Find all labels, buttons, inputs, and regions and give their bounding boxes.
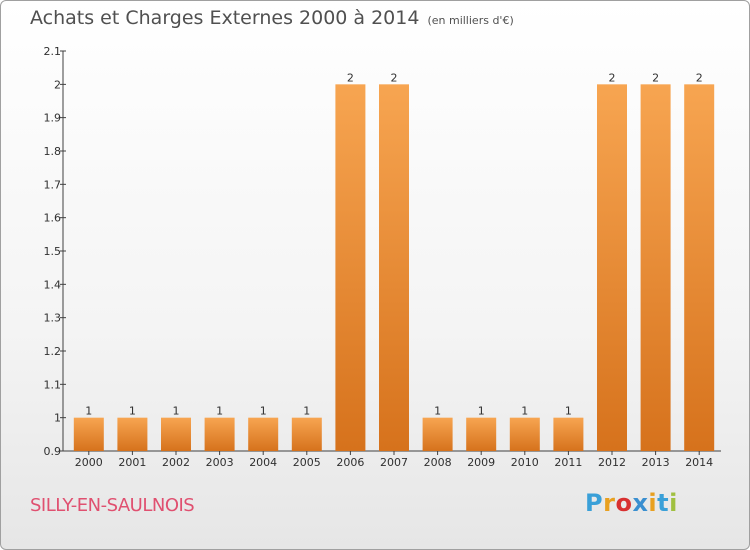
bar-2008 (422, 417, 453, 451)
unit-label: (en milliers d'€) (427, 14, 514, 27)
x-tick-label: 2012 (598, 456, 626, 469)
bar-2014 (684, 84, 715, 451)
x-tick-label: 2011 (554, 456, 582, 469)
data-label: 1 (216, 405, 223, 418)
x-tick-label: 2005 (293, 456, 321, 469)
data-label: 1 (565, 405, 572, 418)
data-label: 1 (521, 405, 528, 418)
y-tick-label: 1.8 (44, 145, 62, 158)
bar-2012 (597, 84, 627, 451)
proxiti-logo: Proxiti (585, 489, 678, 517)
title-text: Achats et Charges Externes 2000 à 2014 (30, 7, 420, 29)
bar-2006 (335, 84, 366, 451)
x-tick-label: 2007 (380, 456, 408, 469)
data-label: 2 (347, 71, 354, 84)
y-tick-label: 0.9 (44, 445, 62, 458)
bar-2009 (466, 417, 497, 451)
bar-2013 (640, 84, 671, 451)
x-tick-label: 2001 (118, 456, 146, 469)
data-label: 1 (434, 405, 441, 418)
x-tick-label: 2014 (685, 456, 713, 469)
data-label: 1 (260, 405, 267, 418)
data-label: 1 (173, 405, 180, 418)
bar-2011 (553, 417, 584, 451)
x-tick-label: 2006 (336, 456, 364, 469)
x-tick-label: 2002 (162, 456, 190, 469)
bar-2000 (73, 417, 104, 451)
y-tick-label: 1.6 (44, 212, 62, 225)
bar-2005 (291, 417, 322, 451)
data-label: 1 (129, 405, 136, 418)
commune-name: SILLY-EN-SAULNOIS (30, 495, 195, 516)
y-tick-label: 1.3 (44, 312, 62, 325)
y-tick-label: 1.2 (44, 345, 62, 358)
chart-title: Achats et Charges Externes 2000 à 2014 (e… (30, 7, 514, 29)
x-tick-label: 2004 (249, 456, 277, 469)
x-tick-label: 2013 (642, 456, 670, 469)
x-tick-label: 2003 (206, 456, 234, 469)
data-label: 1 (85, 405, 92, 418)
data-label: 2 (696, 71, 703, 84)
bar-2002 (161, 417, 191, 451)
data-label: 2 (652, 71, 659, 84)
y-tick-label: 1 (54, 412, 61, 425)
x-tick-label: 2010 (511, 456, 539, 469)
data-label: 2 (609, 71, 616, 84)
bar-2007 (379, 84, 409, 451)
data-label: 1 (478, 405, 485, 418)
y-tick-label: 1.5 (44, 245, 62, 258)
y-tick-label: 1.1 (44, 378, 62, 391)
y-tick-label: 1.7 (44, 178, 62, 191)
bars (73, 84, 715, 451)
x-tick-label: 2009 (467, 456, 495, 469)
x-tick-label: 2000 (75, 456, 103, 469)
y-tick-label: 1.9 (44, 112, 62, 125)
x-tick-label: 2008 (424, 456, 452, 469)
data-label: 1 (303, 405, 310, 418)
y-tick-label: 2 (54, 78, 61, 91)
y-tick-label: 1.4 (44, 278, 62, 291)
data-label: 2 (391, 71, 398, 84)
bar-2003 (204, 417, 235, 451)
bar-2010 (509, 417, 540, 451)
bar-2004 (248, 417, 279, 451)
bar-2001 (117, 417, 148, 451)
data-labels: 1 1 1 1 1 1 2 2 1 1 1 1 2 2 2 (85, 71, 702, 417)
y-tick-label: 2.1 (44, 45, 62, 58)
